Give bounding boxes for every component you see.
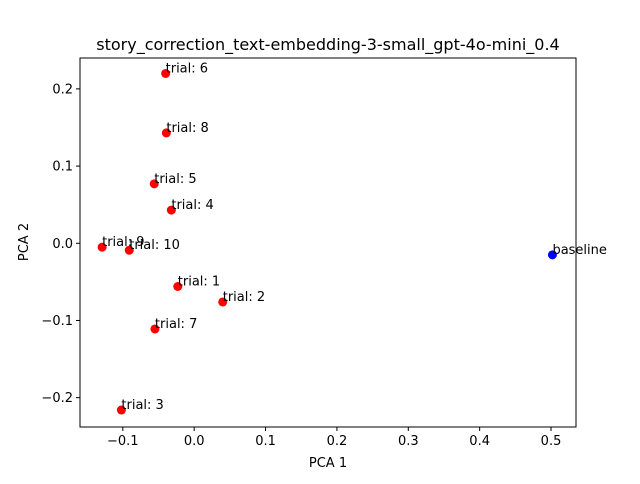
point-label: trial: 4 bbox=[171, 198, 213, 213]
point-label: trial: 1 bbox=[178, 275, 220, 290]
x-axis-ticks: −0.1 0.0 0.1 0.2 0.3 0.4 0.5 bbox=[107, 427, 561, 449]
y-tick-label: −0.1 bbox=[41, 314, 73, 329]
x-tick-label: 0.5 bbox=[541, 434, 562, 449]
y-tick-label: 0.0 bbox=[52, 237, 73, 252]
scatter-point bbox=[150, 324, 160, 334]
x-axis-label: PCA 1 bbox=[309, 456, 347, 471]
y-tick-label: −0.2 bbox=[41, 391, 73, 406]
point-label: trial: 3 bbox=[121, 398, 163, 413]
scatter-point bbox=[97, 242, 107, 252]
scatter-point bbox=[161, 128, 171, 138]
point-label: trial: 7 bbox=[155, 317, 197, 332]
y-tick-label: 0.2 bbox=[52, 82, 73, 97]
y-axis-label: PCA 2 bbox=[17, 223, 32, 261]
scatter-point bbox=[173, 282, 183, 292]
point-label: trial: 10 bbox=[129, 238, 180, 253]
x-tick-label: 0.0 bbox=[184, 434, 205, 449]
point-label: trial: 6 bbox=[166, 61, 208, 76]
point-labels: trial: 6 trial: 8 trial: 5 trial: 4 trial: 9… bbox=[102, 61, 607, 413]
scatter-point bbox=[547, 250, 557, 260]
x-tick-label: −0.1 bbox=[107, 434, 139, 449]
chart-title: story_correction_text-embedding-3-small_… bbox=[96, 35, 559, 55]
point-label: baseline bbox=[552, 243, 606, 258]
scatter-point bbox=[218, 297, 228, 307]
plot-area: −0.1 0.0 0.1 0.2 0.3 0.4 0.5 −0.2 −0.1 0.0 0.1 0.2… bbox=[41, 57, 607, 449]
point-label: trial: 9 bbox=[102, 235, 144, 250]
x-tick-label: 0.4 bbox=[469, 434, 490, 449]
data-points bbox=[97, 68, 557, 415]
scatter-point bbox=[124, 245, 134, 255]
scatter-point bbox=[149, 179, 159, 189]
scatter-point bbox=[161, 68, 171, 78]
x-tick-label: 0.3 bbox=[398, 434, 419, 449]
plot-frame bbox=[79, 57, 577, 428]
y-axis-ticks: −0.2 −0.1 0.0 0.1 0.2 bbox=[41, 82, 80, 406]
x-tick-label: 0.2 bbox=[327, 434, 348, 449]
scatter-point bbox=[116, 405, 126, 415]
point-label: trial: 5 bbox=[154, 172, 196, 187]
point-label: trial: 2 bbox=[223, 290, 265, 305]
x-tick-label: 0.1 bbox=[255, 434, 276, 449]
y-tick-label: 0.1 bbox=[52, 160, 73, 175]
point-label: trial: 8 bbox=[166, 121, 208, 136]
scatter-point bbox=[166, 205, 176, 215]
